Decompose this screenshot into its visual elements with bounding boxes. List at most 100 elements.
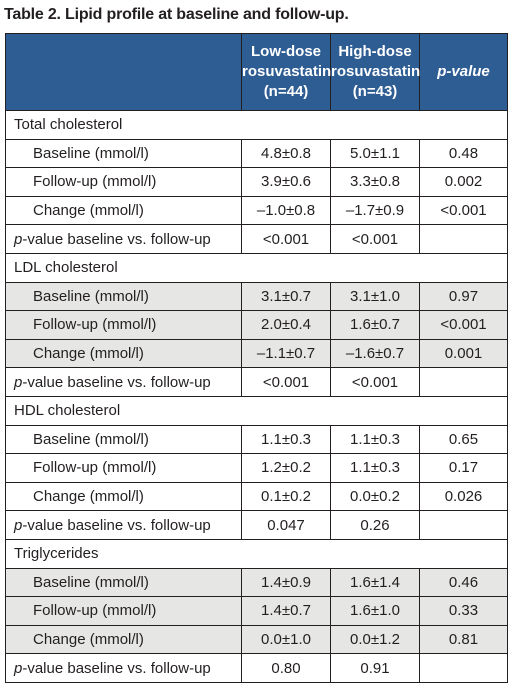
table-title: Table 2. Lipid profile at baseline and f… (4, 6, 349, 23)
header-row: Low-dose rosuvastatin (n=44) High-dose r… (5, 33, 508, 111)
pvalue-comparison-row: p-value baseline vs. follow-up 0.047 0.26 (5, 510, 508, 540)
low-dose-value: 0.0±1.0 (241, 624, 331, 655)
row-label: Change (mmol/l) (5, 481, 242, 512)
row-label: Change (mmol/l) (5, 195, 242, 226)
low-dose-pvalue: 0.047 (241, 510, 331, 540)
row-label: Follow-up (mmol/l) (5, 310, 242, 340)
low-dose-value: –1.1±0.7 (241, 338, 331, 369)
section-header-row: Triglycerides (5, 538, 508, 569)
low-dose-value: –1.0±0.8 (241, 195, 331, 226)
low-dose-value: 4.8±0.8 (241, 138, 331, 169)
low-dose-value: 1.2±0.2 (241, 453, 331, 483)
high-dose-pvalue: <0.001 (330, 367, 420, 397)
p-value-cell: <0.001 (419, 310, 508, 340)
high-dose-value: 5.0±1.1 (330, 138, 420, 169)
high-dose-value: 3.1±1.0 (330, 281, 420, 312)
table-row: Baseline (mmol/l) 1.1±0.3 1.1±0.3 0.65 (5, 424, 508, 455)
high-dose-value: –1.6±0.7 (330, 338, 420, 369)
table-row: Baseline (mmol/l) 4.8±0.8 5.0±1.1 0.48 (5, 138, 508, 169)
pvalue-comparison-row: p-value baseline vs. follow-up <0.001 <0.0… (5, 224, 508, 254)
empty-cell (419, 367, 508, 397)
low-dose-value: 1.4±0.7 (241, 596, 331, 626)
high-dose-pvalue: 0.91 (330, 653, 420, 683)
table-row: Change (mmol/l) 0.1±0.2 0.0±0.2 0.026 (5, 481, 508, 512)
header-p-value: p-value (419, 33, 508, 111)
high-dose-value: 1.6±1.4 (330, 567, 420, 598)
table-row: Follow-up (mmol/l) 3.9±0.6 3.3±0.8 0.002 (5, 167, 508, 197)
p-value-cell: 0.65 (419, 424, 508, 455)
high-dose-value: 3.3±0.8 (330, 167, 420, 197)
pvalue-comparison-row: p-value baseline vs. follow-up <0.001 <0.0… (5, 367, 508, 397)
header-low-dose: Low-dose rosuvastatin (n=44) (241, 33, 331, 111)
section-header-row: LDL cholesterol (5, 252, 508, 283)
row-label: Baseline (mmol/l) (5, 424, 242, 455)
high-dose-pvalue: <0.001 (330, 224, 420, 254)
p-value-cell: <0.001 (419, 195, 508, 226)
pvalue-row-label: p-value baseline vs. follow-up (5, 367, 242, 397)
p-value-cell: 0.17 (419, 453, 508, 483)
high-dose-pvalue: 0.26 (330, 510, 420, 540)
table-row: Change (mmol/l) –1.1±0.7 –1.6±0.7 0.001 (5, 338, 508, 369)
table-row: Follow-up (mmol/l) 2.0±0.4 1.6±0.7 <0.001 (5, 310, 508, 340)
pvalue-row-label: p-value baseline vs. follow-up (5, 224, 242, 254)
high-dose-value: 1.1±0.3 (330, 424, 420, 455)
p-value-cell: 0.97 (419, 281, 508, 312)
low-dose-value: 3.1±0.7 (241, 281, 331, 312)
p-value-cell: 0.33 (419, 596, 508, 626)
section-header-row: Total cholesterol (5, 110, 508, 140)
section-title: LDL cholesterol (5, 252, 508, 283)
header-empty (5, 33, 242, 111)
pvalue-label-italic: p (14, 230, 23, 248)
row-label: Follow-up (mmol/l) (5, 453, 242, 483)
table-row: Follow-up (mmol/l) 1.4±0.7 1.6±1.0 0.33 (5, 596, 508, 626)
high-dose-value: 1.6±1.0 (330, 596, 420, 626)
empty-cell (419, 224, 508, 254)
pvalue-label-italic: p (14, 516, 23, 534)
table-row: Baseline (mmol/l) 1.4±0.9 1.6±1.4 0.46 (5, 567, 508, 598)
p-value-cell: 0.48 (419, 138, 508, 169)
pvalue-row-label: p-value baseline vs. follow-up (5, 510, 242, 540)
low-dose-pvalue: 0.80 (241, 653, 331, 683)
pvalue-label-rest: -value baseline vs. follow-up (22, 230, 211, 248)
high-dose-value: 1.1±0.3 (330, 453, 420, 483)
section-title: Total cholesterol (5, 110, 508, 140)
p-value-cell: 0.002 (419, 167, 508, 197)
p-value-cell: 0.026 (419, 481, 508, 512)
table-row: Change (mmol/l) –1.0±0.8 –1.7±0.9 <0.001 (5, 195, 508, 226)
pvalue-label-rest: -value baseline vs. follow-up (22, 516, 211, 534)
high-dose-value: 0.0±1.2 (330, 624, 420, 655)
row-label: Baseline (mmol/l) (5, 567, 242, 598)
lipid-profile-table: Low-dose rosuvastatin (n=44) High-dose r… (5, 33, 508, 683)
high-dose-value: –1.7±0.9 (330, 195, 420, 226)
row-label: Change (mmol/l) (5, 338, 242, 369)
low-dose-value: 1.1±0.3 (241, 424, 331, 455)
row-label: Baseline (mmol/l) (5, 281, 242, 312)
pvalue-label-italic: p (14, 659, 23, 677)
pvalue-comparison-row: p-value baseline vs. follow-up 0.80 0.91 (5, 653, 508, 683)
header-high-dose: High-dose rosuvastatin (n=43) (330, 33, 420, 111)
row-label: Change (mmol/l) (5, 624, 242, 655)
low-dose-value: 2.0±0.4 (241, 310, 331, 340)
low-dose-pvalue: <0.001 (241, 224, 331, 254)
table-row: Baseline (mmol/l) 3.1±0.7 3.1±1.0 0.97 (5, 281, 508, 312)
p-value-cell: 0.001 (419, 338, 508, 369)
low-dose-pvalue: <0.001 (241, 367, 331, 397)
high-dose-value: 0.0±0.2 (330, 481, 420, 512)
empty-cell (419, 653, 508, 683)
section-header-row: HDL cholesterol (5, 395, 508, 426)
section-title: Triglycerides (5, 538, 508, 569)
low-dose-value: 0.1±0.2 (241, 481, 331, 512)
row-label: Follow-up (mmol/l) (5, 167, 242, 197)
row-label: Baseline (mmol/l) (5, 138, 242, 169)
p-value-cell: 0.81 (419, 624, 508, 655)
empty-cell (419, 510, 508, 540)
low-dose-value: 1.4±0.9 (241, 567, 331, 598)
table-row: Follow-up (mmol/l) 1.2±0.2 1.1±0.3 0.17 (5, 453, 508, 483)
pvalue-label-rest: -value baseline vs. follow-up (22, 659, 211, 677)
pvalue-row-label: p-value baseline vs. follow-up (5, 653, 242, 683)
pvalue-label-rest: -value baseline vs. follow-up (22, 373, 211, 391)
high-dose-value: 1.6±0.7 (330, 310, 420, 340)
row-label: Follow-up (mmol/l) (5, 596, 242, 626)
p-value-cell: 0.46 (419, 567, 508, 598)
low-dose-value: 3.9±0.6 (241, 167, 331, 197)
